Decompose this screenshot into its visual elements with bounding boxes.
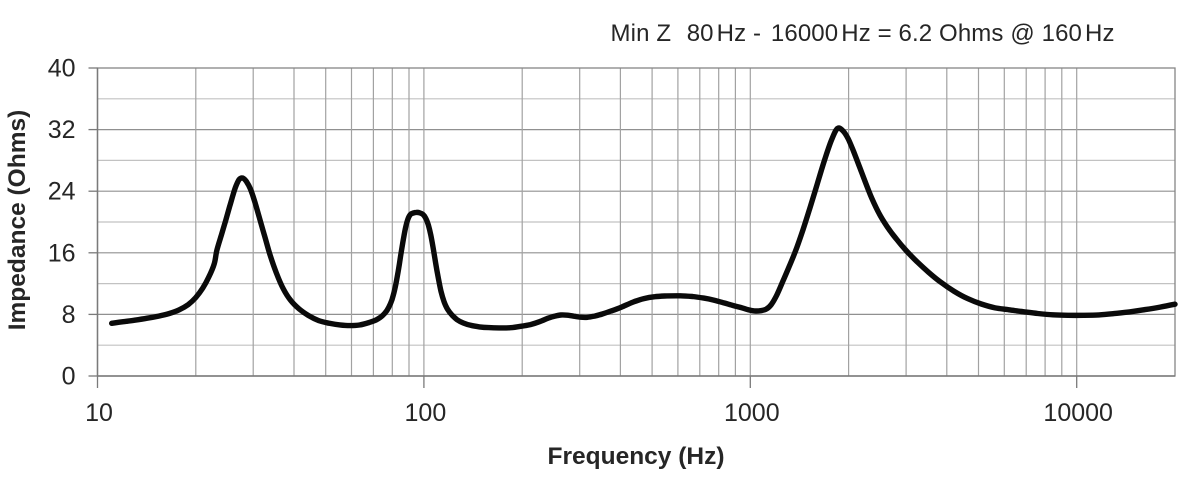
svg-text:Frequency (Hz): Frequency (Hz) [548, 443, 725, 470]
svg-text:8: 8 [62, 301, 76, 329]
svg-text:32: 32 [48, 116, 76, 144]
svg-text:16: 16 [48, 239, 76, 267]
svg-text:100: 100 [405, 399, 447, 427]
svg-text:24: 24 [48, 178, 76, 206]
svg-text:10: 10 [85, 399, 113, 427]
svg-text:1000: 1000 [724, 399, 780, 427]
svg-text:0: 0 [62, 363, 76, 391]
svg-text:Impedance (Ohms): Impedance (Ohms) [4, 110, 31, 331]
svg-text:40: 40 [48, 55, 76, 83]
svg-text:10000: 10000 [1043, 399, 1113, 427]
